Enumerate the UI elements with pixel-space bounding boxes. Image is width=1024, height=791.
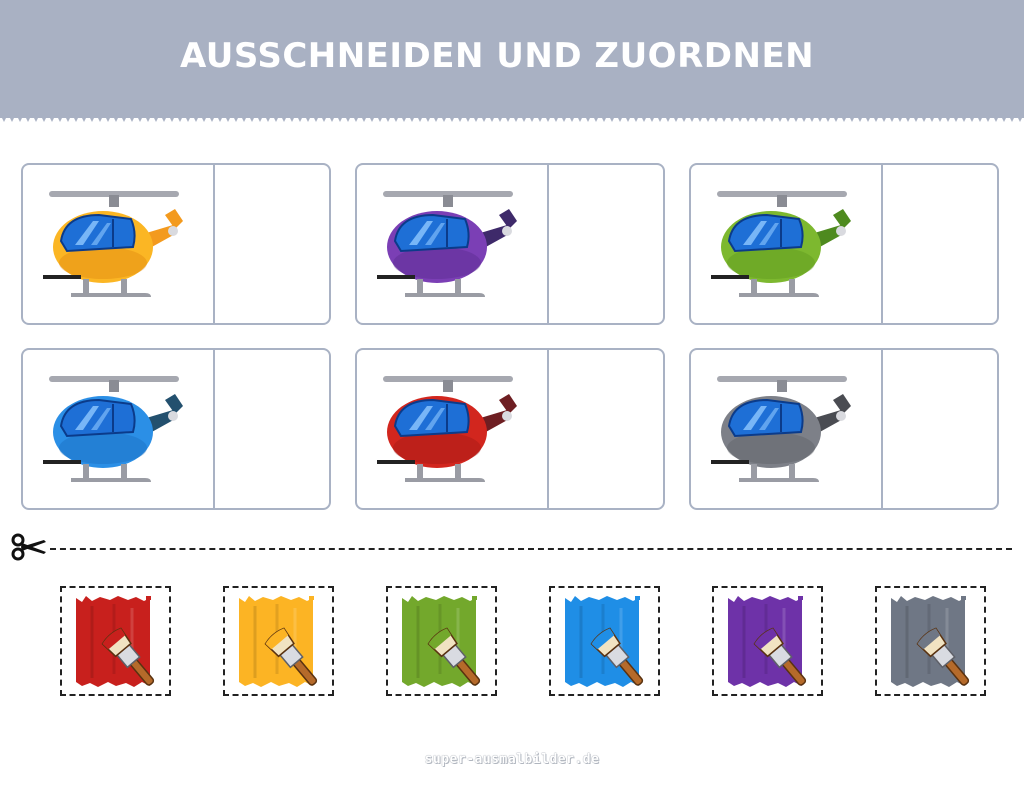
- match-box-red: [355, 348, 665, 510]
- answer-drop-zone[interactable]: [215, 165, 329, 323]
- watermark: super-ausmalbilder.de: [424, 752, 600, 767]
- box-divider: [547, 165, 549, 323]
- paint-swatch-yellow[interactable]: [223, 586, 334, 696]
- paint-brush-icon: [239, 596, 318, 687]
- paint-swatch-purple[interactable]: [712, 586, 823, 696]
- answer-drop-zone[interactable]: [549, 350, 663, 508]
- answer-drop-zone[interactable]: [883, 165, 997, 323]
- box-divider: [213, 350, 215, 508]
- helicopter-purple-icon: [375, 185, 525, 305]
- helicopter-orange-icon: [41, 185, 191, 305]
- match-box-grey: [689, 348, 999, 510]
- paint-swatch-grey[interactable]: [875, 586, 986, 696]
- paint-swatch-red[interactable]: [60, 586, 171, 696]
- paint-swatch-green[interactable]: [386, 586, 497, 696]
- cut-line: [50, 548, 1012, 550]
- answer-drop-zone[interactable]: [549, 165, 663, 323]
- box-divider: [547, 350, 549, 508]
- match-box-purple: [355, 163, 665, 325]
- match-box-blue: [21, 348, 331, 510]
- helicopter-grey-icon: [709, 370, 859, 490]
- paint-brush-icon: [891, 596, 970, 687]
- helicopter-green-icon: [709, 185, 859, 305]
- scissors-icon: [11, 533, 46, 561]
- paint-brush-icon: [402, 596, 481, 687]
- box-divider: [213, 165, 215, 323]
- header-zigzag-edge: [0, 114, 1024, 122]
- box-divider: [881, 165, 883, 323]
- paint-brush-icon: [565, 596, 644, 687]
- answer-drop-zone[interactable]: [883, 350, 997, 508]
- helicopter-red-icon: [375, 370, 525, 490]
- match-box-green: [689, 163, 999, 325]
- answer-drop-zone[interactable]: [215, 350, 329, 508]
- paint-brush-icon: [728, 596, 807, 687]
- paint-brush-icon: [76, 596, 155, 687]
- page-title: AUSSCHNEIDEN UND ZUORDNEN: [180, 36, 815, 76]
- box-divider: [881, 350, 883, 508]
- paint-swatch-blue[interactable]: [549, 586, 660, 696]
- header-banner: [0, 0, 1024, 118]
- helicopter-blue-icon: [41, 370, 191, 490]
- match-box-orange: [21, 163, 331, 325]
